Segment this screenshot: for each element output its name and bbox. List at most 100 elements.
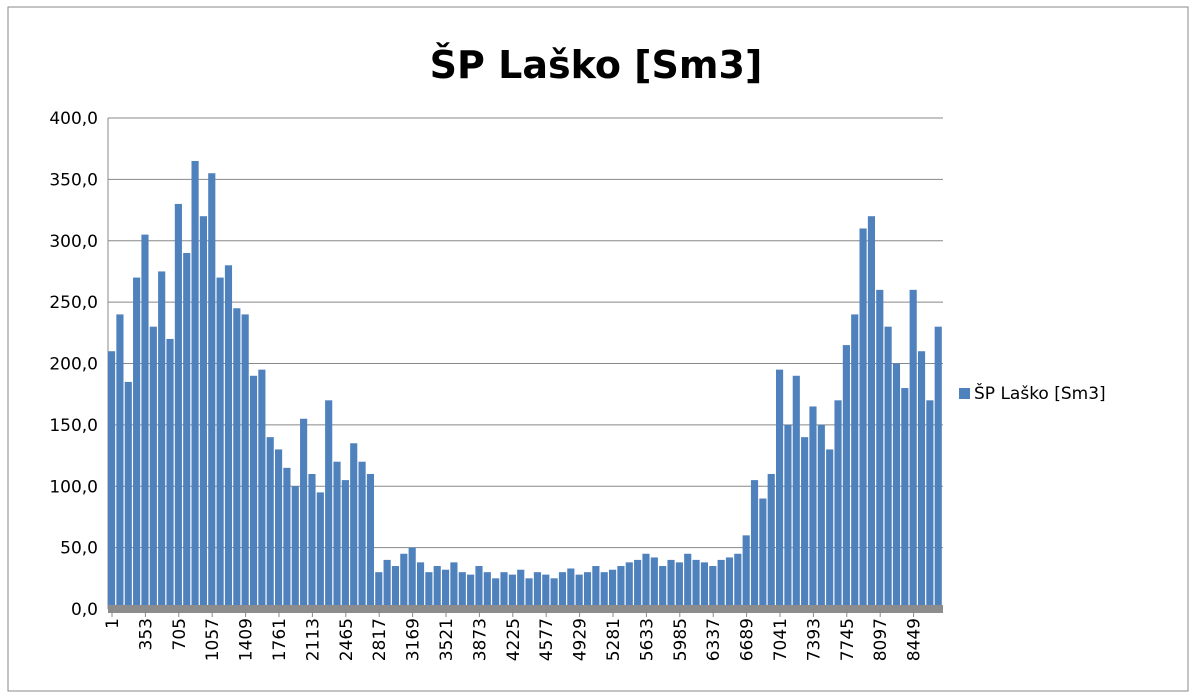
bar — [542, 574, 550, 609]
bar — [283, 467, 291, 609]
bar — [817, 424, 825, 609]
bar — [366, 473, 374, 609]
bar — [792, 375, 800, 609]
bar — [876, 289, 884, 609]
bar — [667, 559, 675, 609]
bar — [826, 449, 834, 609]
bar — [325, 400, 333, 609]
bar — [183, 253, 191, 609]
bar — [450, 562, 458, 609]
bar — [174, 203, 182, 610]
y-tick-label: 300,0 — [49, 232, 98, 252]
bar — [341, 480, 349, 609]
bar — [350, 443, 358, 609]
bar — [742, 535, 750, 609]
bar — [583, 572, 592, 609]
x-tick-label: 8097 — [871, 618, 891, 661]
bar — [909, 289, 917, 609]
bar — [492, 578, 500, 609]
bar — [333, 461, 341, 609]
x-tick-label: 1409 — [237, 618, 257, 661]
bar — [166, 338, 174, 609]
bar — [750, 480, 759, 609]
bar — [158, 271, 166, 609]
x-tick-label: 3521 — [437, 618, 457, 661]
bar — [575, 574, 583, 609]
bar — [625, 562, 633, 609]
x-axis-band — [108, 605, 943, 613]
bar — [926, 400, 934, 609]
x-tick-label: 1057 — [203, 618, 223, 661]
bar — [725, 557, 734, 609]
bar — [224, 265, 233, 609]
x-tick-label: 8449 — [905, 618, 925, 661]
bar — [517, 569, 525, 609]
bar — [617, 566, 625, 609]
bar — [416, 562, 425, 609]
bar — [124, 381, 132, 609]
bar — [550, 578, 558, 609]
legend-label: ŠP Laško [Sm3] — [974, 382, 1106, 404]
bar — [842, 345, 850, 609]
bar — [458, 572, 466, 609]
bar — [809, 406, 817, 609]
x-tick-label: 4225 — [504, 618, 524, 661]
bar — [684, 553, 692, 609]
bar — [116, 314, 124, 609]
bar — [266, 437, 274, 609]
bar — [767, 473, 775, 609]
bar — [300, 418, 308, 609]
bar — [400, 553, 408, 609]
bar — [475, 566, 483, 609]
bar — [892, 363, 901, 609]
bar — [934, 326, 942, 609]
bar — [659, 566, 667, 609]
bar — [759, 498, 767, 609]
x-tick-label: 1761 — [270, 618, 290, 661]
x-tick-label: 6689 — [738, 618, 758, 661]
bar — [776, 369, 784, 609]
bar — [500, 572, 508, 609]
bar — [149, 326, 157, 609]
bar — [801, 437, 809, 609]
bar — [692, 559, 700, 609]
y-tick-label: 100,0 — [49, 477, 98, 497]
bar — [533, 572, 541, 609]
bar — [391, 566, 400, 609]
bar — [258, 369, 266, 609]
x-tick-label: 353 — [136, 618, 156, 650]
bar — [483, 572, 491, 609]
bar — [133, 277, 141, 609]
bar — [358, 461, 366, 609]
y-tick-label: 0,0 — [71, 600, 98, 620]
x-tick-label: 5985 — [671, 618, 691, 661]
y-tick-label: 400,0 — [49, 109, 98, 129]
bar — [592, 566, 600, 609]
bar — [834, 400, 842, 609]
bar — [191, 160, 199, 609]
x-tick-label: 5633 — [637, 618, 657, 661]
y-tick-label: 50,0 — [60, 539, 98, 559]
y-tick-label: 250,0 — [49, 293, 98, 313]
legend-swatch — [959, 388, 970, 399]
y-tick-label: 350,0 — [49, 170, 98, 190]
bar — [233, 308, 241, 609]
bar — [867, 216, 875, 609]
bar — [600, 572, 608, 609]
bar — [567, 568, 575, 609]
bar — [208, 173, 216, 610]
bar — [525, 578, 533, 609]
bar — [700, 562, 708, 609]
x-tick-label: 6337 — [704, 618, 724, 661]
bar — [442, 569, 450, 609]
bar — [734, 553, 742, 609]
x-tick-label: 3169 — [404, 618, 424, 661]
bar — [249, 375, 258, 609]
x-tick-label: 4929 — [571, 618, 591, 661]
bar — [717, 559, 725, 609]
bar — [642, 553, 650, 609]
bar — [383, 559, 391, 609]
y-tick-label: 150,0 — [49, 416, 98, 436]
bar — [216, 277, 224, 609]
